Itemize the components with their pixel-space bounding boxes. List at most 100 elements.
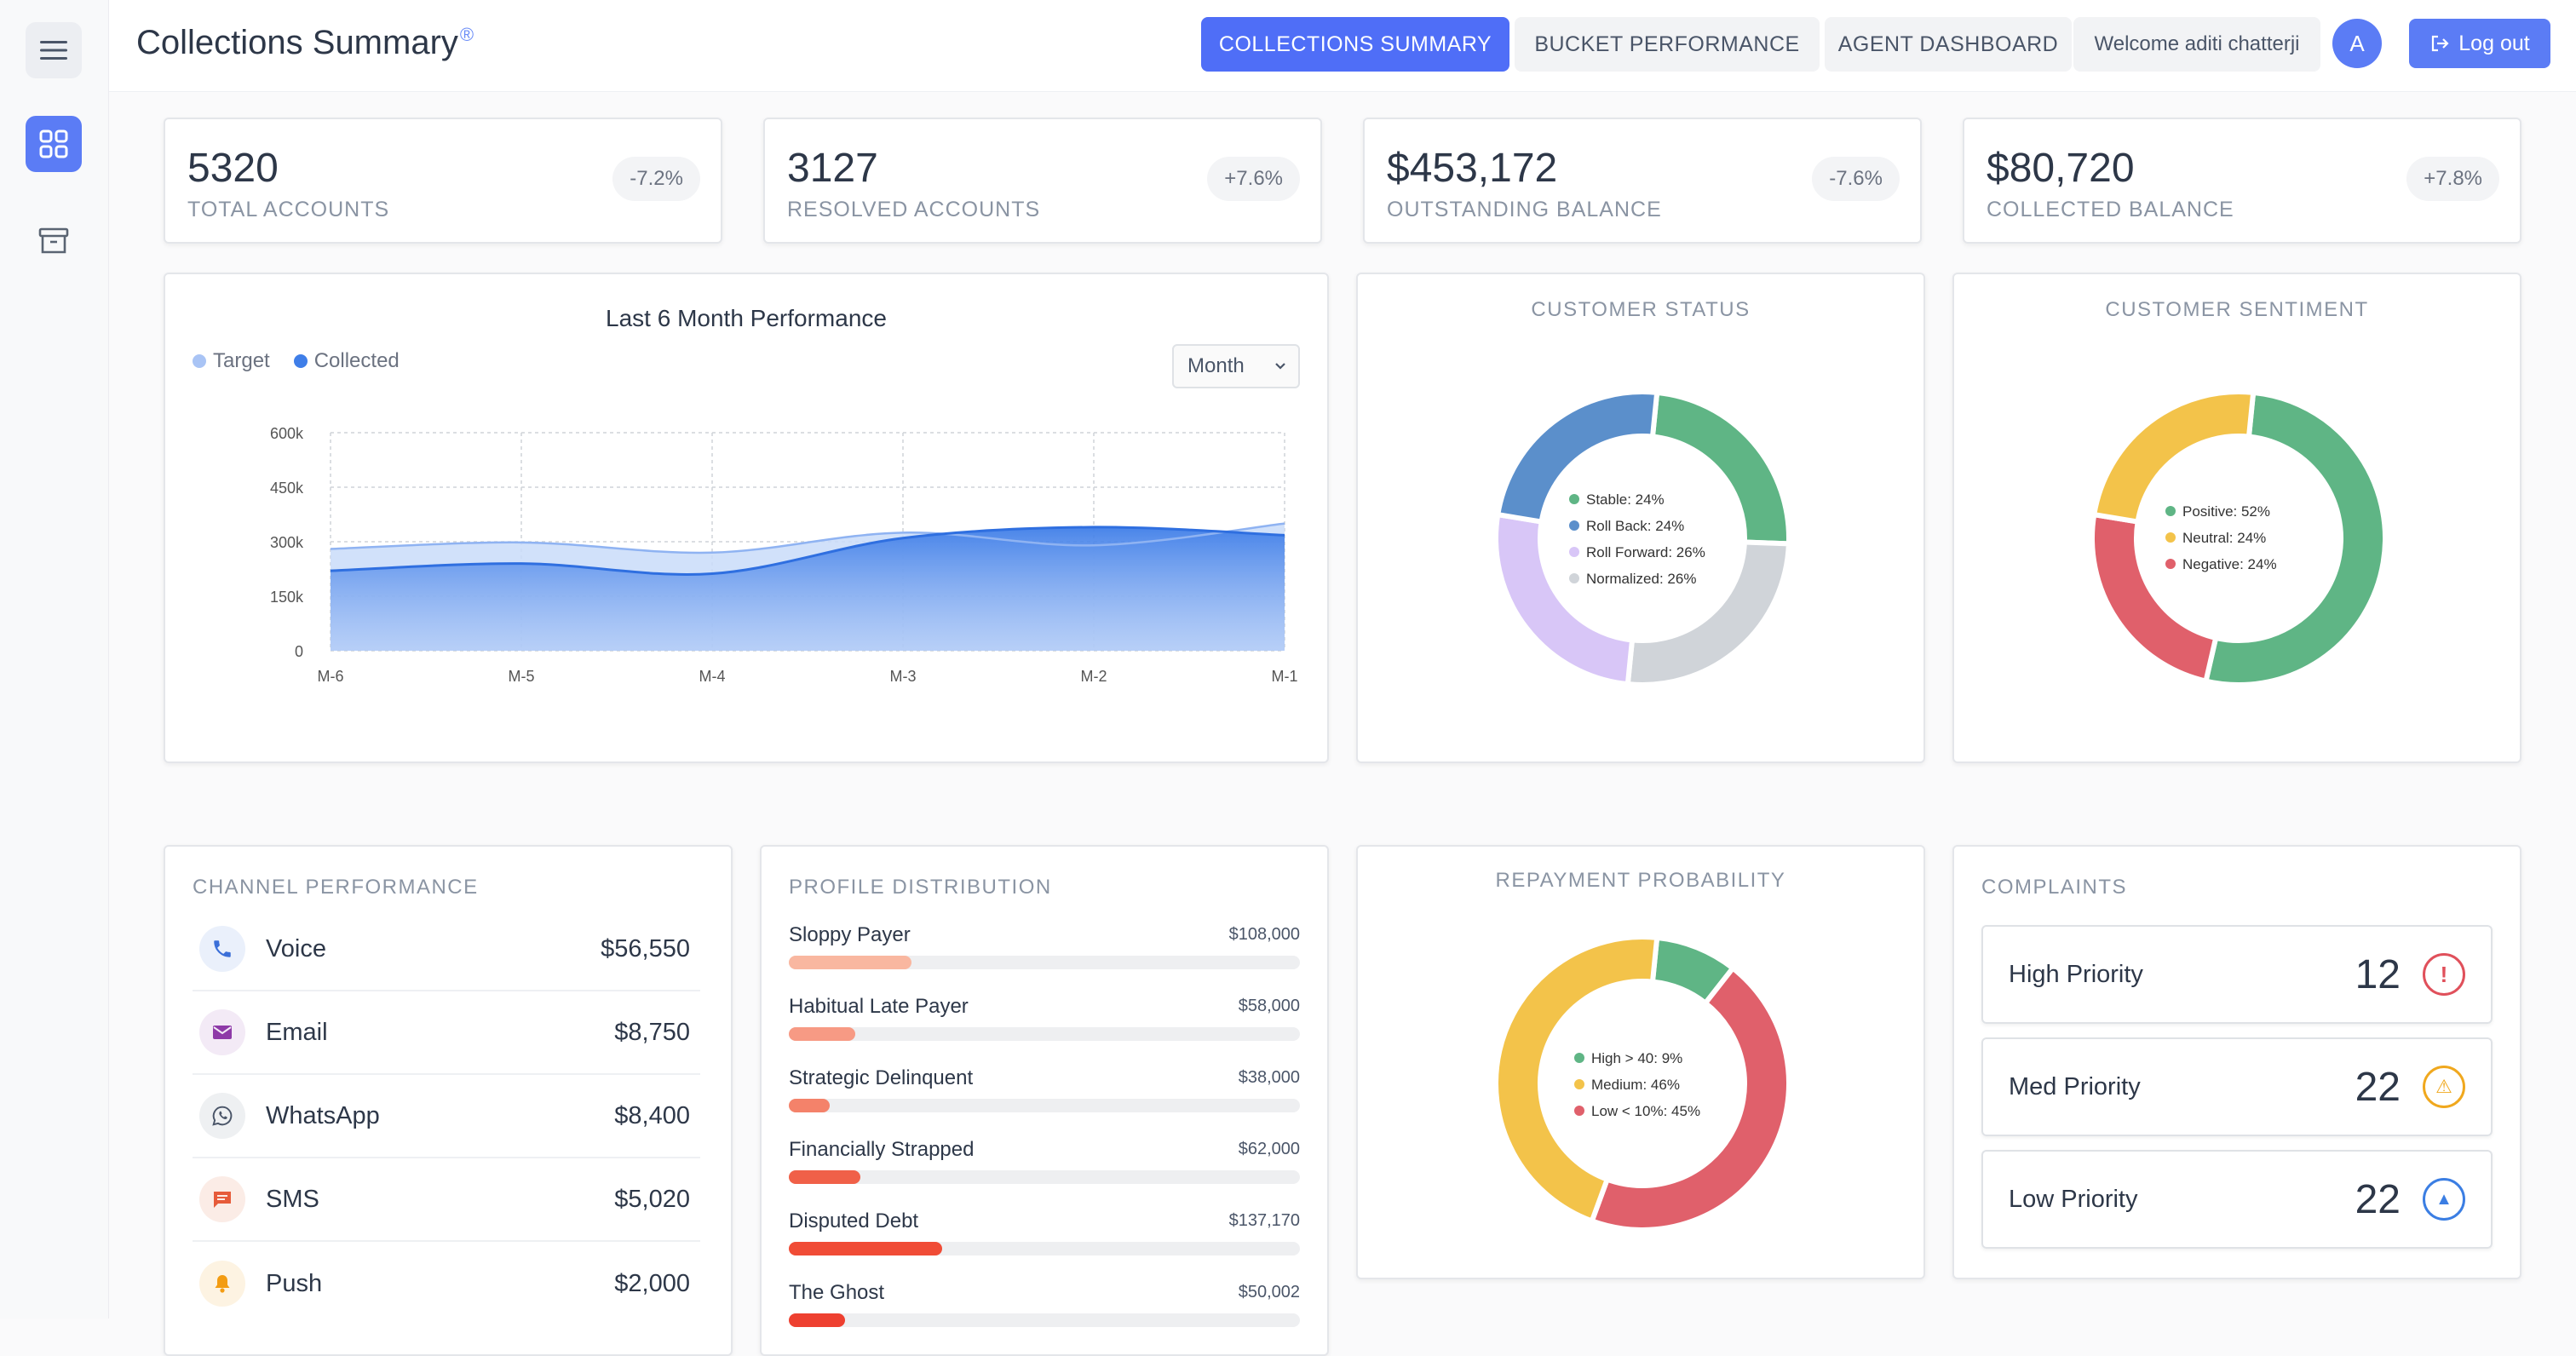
- channel-row-voice[interactable]: Voice $56,550: [193, 908, 700, 991]
- donut-slice[interactable]: [1588, 964, 1791, 1232]
- logout-icon: [2432, 35, 2449, 52]
- card-title: CUSTOMER STATUS: [1531, 298, 1751, 321]
- kpi-label: RESOLVED ACCOUNTS: [787, 198, 1041, 221]
- sidebar-item-archive[interactable]: [26, 213, 82, 269]
- profile-distribution-card: PROFILE DISTRIBUTION Sloppy Payer $108,00…: [760, 845, 1329, 1356]
- legend-dot: [1569, 547, 1579, 557]
- sidebar-item-dashboard[interactable]: [26, 116, 82, 172]
- profile-name: Financially Strapped: [789, 1138, 975, 1161]
- profile-amount: $38,000: [1238, 1068, 1300, 1087]
- channel-performance-card: CHANNEL PERFORMANCE Voice $56,550 Email …: [164, 845, 733, 1356]
- complaints-card: COMPLAINTS High Priority 12 ! Med Priori…: [1952, 845, 2521, 1279]
- envelope-icon: [199, 1009, 245, 1055]
- kpi-label: COLLECTED BALANCE: [1987, 198, 2234, 221]
- kpi-collected-balance: $80,720 COLLECTED BALANCE +7.8%: [1963, 118, 2521, 244]
- profile-bar-fill: [789, 1170, 860, 1184]
- kpi-resolved-accounts: 3127 RESOLVED ACCOUNTS +7.6%: [763, 118, 1322, 244]
- alert-circle-icon: !: [2423, 953, 2465, 996]
- performance-chart-card: Last 6 Month Performance Target Collecte…: [164, 273, 1329, 763]
- profile-row: The Ghost $50,002: [789, 1281, 1300, 1327]
- profile-amount: $58,000: [1238, 997, 1300, 1015]
- tab-collections-summary[interactable]: COLLECTIONS SUMMARY: [1201, 17, 1509, 72]
- card-title: PROFILE DISTRIBUTION: [789, 876, 1052, 899]
- profile-bar-fill: [789, 1027, 855, 1041]
- donut-slice[interactable]: [1493, 511, 1636, 687]
- donut-slice[interactable]: [1493, 934, 1660, 1225]
- legend-item-collected[interactable]: Collected: [293, 349, 400, 373]
- series-target-line: [330, 522, 1285, 554]
- card-title: CUSTOMER SENTIMENT: [2105, 298, 2369, 321]
- profile-bar-fill: [789, 956, 911, 969]
- kpi-label: OUTSTANDING BALANCE: [1387, 198, 1662, 221]
- donut-slice[interactable]: [1494, 389, 1660, 525]
- donut-legend-label: Positive: 52%: [2182, 503, 2270, 520]
- channel-name: SMS: [266, 1185, 319, 1213]
- legend-label: Collected: [313, 349, 400, 372]
- legend-dot: [193, 354, 206, 368]
- legend-dot: [1574, 1053, 1584, 1063]
- complaint-label: Med Priority: [2009, 1072, 2141, 1100]
- chevron-down-icon: [1275, 363, 1285, 370]
- hamburger-menu-button[interactable]: [26, 22, 82, 78]
- channel-name: Email: [266, 1018, 328, 1046]
- profile-name: The Ghost: [789, 1281, 885, 1304]
- complaint-med-priority[interactable]: Med Priority 22 ⚠: [1981, 1037, 2493, 1136]
- customer-status-card: CUSTOMER STATUS Stable: 24% Roll Back: 24…: [1356, 273, 1925, 763]
- channel-row-sms[interactable]: SMS $5,020: [193, 1158, 700, 1242]
- kpi-delta-badge: +7.8%: [2406, 157, 2499, 201]
- profile-row: Financially Strapped $62,000: [789, 1138, 1300, 1184]
- kpi-value: $80,720: [1987, 146, 2135, 191]
- legend-dot: [2165, 559, 2176, 569]
- channel-name: WhatsApp: [266, 1101, 380, 1129]
- series-target-area: [331, 523, 1285, 651]
- channel-row-push[interactable]: Push $2,000: [193, 1242, 700, 1325]
- chart-legend: Target Collected: [193, 349, 400, 373]
- channel-amount: $5,020: [614, 1185, 690, 1213]
- tab-bucket-performance[interactable]: BUCKET PERFORMANCE: [1515, 17, 1820, 72]
- donut-legend-label: Stable: 24%: [1586, 491, 1665, 508]
- logout-button[interactable]: Log out: [2409, 19, 2550, 68]
- grid-icon: [39, 129, 68, 158]
- y-tick-label: 600k: [270, 425, 304, 442]
- channel-row-email[interactable]: Email $8,750: [193, 991, 700, 1075]
- kpi-delta-badge: -7.2%: [612, 157, 700, 201]
- legend-dot: [1574, 1106, 1584, 1116]
- period-select[interactable]: Month: [1172, 344, 1300, 388]
- profile-bar-track: [789, 1313, 1300, 1327]
- donut-slice[interactable]: [2090, 389, 2257, 525]
- tab-agent-dashboard[interactable]: AGENT DASHBOARD: [1825, 17, 2072, 72]
- legend-dot: [1569, 494, 1579, 504]
- complaint-low-priority[interactable]: Low Priority 22 ▲: [1981, 1150, 2493, 1249]
- profile-bar-track: [789, 1027, 1300, 1041]
- avatar[interactable]: A: [2332, 19, 2382, 68]
- message-icon: [199, 1176, 245, 1222]
- complaint-high-priority[interactable]: High Priority 12 !: [1981, 925, 2493, 1024]
- x-tick-label: M-6: [318, 668, 344, 685]
- archive-icon: [38, 227, 69, 254]
- legend-dot: [2165, 532, 2176, 543]
- logout-label: Log out: [2458, 31, 2530, 55]
- profile-bar-track: [789, 1099, 1300, 1112]
- x-tick-label: M-1: [1272, 668, 1298, 685]
- chart-title: Last 6 Month Performance: [606, 305, 887, 331]
- donut-slice[interactable]: [1624, 539, 1791, 687]
- profile-row: Disputed Debt $137,170: [789, 1209, 1300, 1255]
- kpi-delta-badge: -7.6%: [1812, 157, 1900, 201]
- x-tick-label: M-4: [699, 668, 726, 685]
- channel-amount: $56,550: [601, 934, 690, 962]
- donut-slice[interactable]: [2202, 389, 2388, 687]
- card-title: CHANNEL PERFORMANCE: [193, 876, 479, 899]
- donut-legend-label: Roll Back: 24%: [1586, 518, 1684, 534]
- profile-name: Strategic Delinquent: [789, 1066, 974, 1089]
- legend-item-target[interactable]: Target: [193, 349, 270, 373]
- donut-legend-label: Low < 10%: 45%: [1591, 1103, 1700, 1119]
- donut-legend-label: Normalized: 26%: [1586, 571, 1696, 587]
- legend-dot: [1574, 1079, 1584, 1089]
- performance-area-chart: 0 150k 300k 450k 600k M-6 M-5 M-4 M-3 M-2 M-1: [270, 425, 1298, 685]
- whatsapp-icon: [199, 1093, 245, 1139]
- y-tick-label: 150k: [270, 589, 304, 606]
- kpi-total-accounts: 5320 TOTAL ACCOUNTS -7.2%: [164, 118, 722, 244]
- channel-row-whatsapp[interactable]: WhatsApp $8,400: [193, 1075, 700, 1158]
- donut-legend-label: Roll Forward: 26%: [1586, 544, 1705, 560]
- sidebar: [0, 0, 109, 1319]
